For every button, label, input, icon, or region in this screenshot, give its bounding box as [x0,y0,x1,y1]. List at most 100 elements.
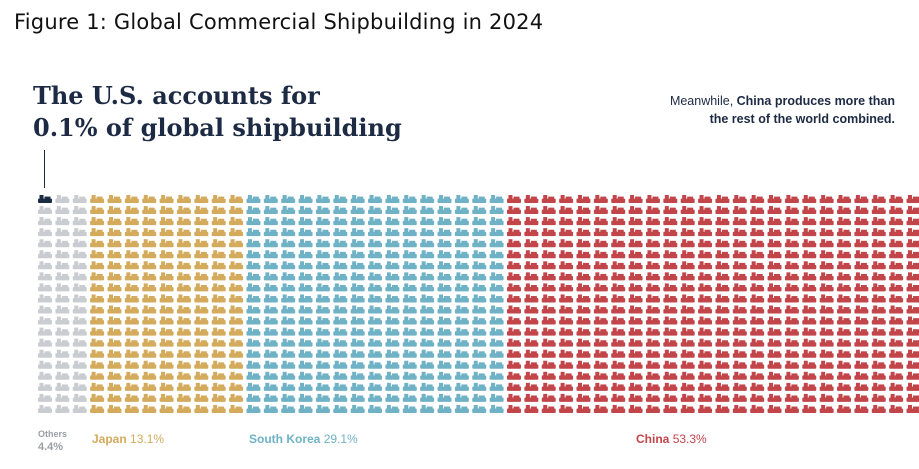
china-ship-icon [524,250,539,259]
japan-ship-icon [90,371,105,380]
japan-ship-icon [124,195,139,203]
south-korea-ship-icon [454,327,469,336]
south-korea-ship-icon [402,338,417,347]
china-ship-icon [715,404,730,413]
south-korea-ship-icon [350,393,365,402]
china-ship-icon [524,404,539,413]
south-korea-ship-icon [437,250,452,259]
japan-ship-icon [211,283,226,292]
japan-ship-icon [194,272,209,281]
china-ship-icon [680,283,695,292]
south-korea-ship-icon [454,283,469,292]
china-ship-icon [541,294,556,303]
china-ship-icon [906,239,919,248]
japan-ship-icon [90,206,105,215]
others-ship-icon [72,327,87,336]
south-korea-ship-icon [385,382,400,391]
south-korea-ship-icon [298,404,313,413]
china-ship-icon [854,305,869,314]
china-ship-icon [593,360,608,369]
others-ship-icon [72,349,87,358]
china-ship-icon [593,327,608,336]
japan-ship-icon [142,294,157,303]
south-korea-ship-icon [333,338,348,347]
china-ship-icon [750,272,765,281]
legend-south-korea-name: South Korea [249,432,321,446]
others-ship-icon [38,349,52,358]
south-korea-ship-icon [385,250,400,259]
south-korea-ship-icon [333,250,348,259]
china-ship-icon [680,206,695,215]
china-ship-icon [767,294,782,303]
south-korea-ship-icon [454,382,469,391]
china-ship-icon [559,228,574,237]
china-ship-icon [854,349,869,358]
south-korea-ship-icon [368,272,383,281]
china-ship-icon [906,371,919,380]
south-korea-ship-icon [246,261,261,270]
south-korea-ship-icon [333,272,348,281]
south-korea-ship-icon [420,206,435,215]
japan-ship-icon [176,250,191,259]
china-ship-icon [750,261,765,270]
china-ship-icon [819,393,834,402]
south-korea-ship-icon [454,316,469,325]
south-korea-ship-icon [263,393,278,402]
china-ship-icon [576,316,591,325]
south-korea-ship-icon [489,382,504,391]
china-ship-icon [506,261,521,270]
japan-ship-icon [229,294,244,303]
china-ship-icon [559,272,574,281]
china-ship-icon [698,195,713,203]
china-ship-icon [680,217,695,226]
south-korea-ship-icon [385,316,400,325]
china-ship-icon [524,371,539,380]
south-korea-ship-icon [489,294,504,303]
south-korea-ship-icon [472,283,487,292]
china-ship-icon [645,371,660,380]
china-ship-icon [715,261,730,270]
china-ship-icon [854,404,869,413]
china-ship-icon [732,382,747,391]
china-ship-icon [541,283,556,292]
china-ship-icon [593,283,608,292]
south-korea-ship-icon [489,228,504,237]
south-korea-ship-icon [315,305,330,314]
south-korea-ship-icon [420,393,435,402]
china-ship-icon [732,393,747,402]
china-ship-icon [819,283,834,292]
south-korea-ship-icon [246,349,261,358]
china-ship-icon [680,327,695,336]
south-korea-ship-icon [489,195,504,203]
japan-ship-icon [159,239,174,248]
china-ship-icon [611,371,626,380]
south-korea-ship-icon [472,316,487,325]
japan-ship-icon [211,404,226,413]
china-ship-icon [506,371,521,380]
japan-ship-icon [159,305,174,314]
japan-ship-icon [107,360,122,369]
callout-lead: Meanwhile, [669,94,737,108]
china-ship-icon [715,349,730,358]
japan-ship-icon [142,217,157,226]
china-ship-icon [732,327,747,336]
japan-ship-icon [142,272,157,281]
japan-ship-icon [211,393,226,402]
china-ship-icon [524,349,539,358]
japan-ship-icon [90,393,105,402]
china-ship-icon [576,305,591,314]
others-ship-icon [38,338,52,347]
china-ship-icon [767,217,782,226]
china-ship-icon [559,261,574,270]
china-ship-icon [837,338,852,347]
china-ship-icon [837,206,852,215]
china-ship-icon [802,305,817,314]
china-ship-icon [541,316,556,325]
japan-ship-icon [159,393,174,402]
south-korea-ship-icon [402,404,417,413]
china-ship-icon [559,283,574,292]
china-ship-icon [506,217,521,226]
china-ship-icon [576,250,591,259]
china-ship-icon [837,294,852,303]
china-ship-icon [645,316,660,325]
